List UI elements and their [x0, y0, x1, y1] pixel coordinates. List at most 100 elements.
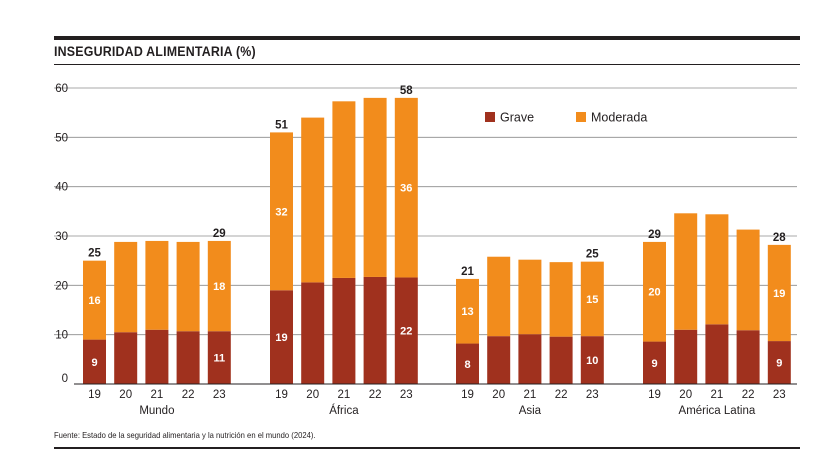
data-label-total: 29	[213, 228, 226, 240]
bar-grave	[207, 331, 231, 384]
data-label-total: 25	[586, 249, 599, 261]
source-note: Fuente: Estado de la seguridad alimentar…	[54, 430, 316, 440]
bar-moderada	[114, 241, 138, 333]
x-tick-label: 19	[648, 389, 661, 401]
data-label-grave: 9	[776, 358, 782, 370]
data-label-total: 25	[88, 248, 101, 260]
y-tick-label: 60	[55, 83, 68, 95]
x-tick-label: 20	[492, 389, 505, 401]
x-tick-label: 23	[213, 389, 226, 401]
bar-moderada	[207, 240, 231, 332]
x-tick-label: 19	[88, 389, 101, 401]
data-label-grave: 11	[213, 353, 225, 365]
y-tick-label: 10	[55, 330, 68, 342]
bar-moderada	[83, 260, 106, 340]
title-rule	[54, 64, 800, 65]
data-label-total: 28	[773, 232, 786, 244]
x-tick-label: 20	[306, 389, 319, 401]
data-label-grave: 8	[464, 359, 470, 371]
x-tick-label: 20	[119, 389, 132, 401]
bar-grave	[83, 339, 106, 384]
top-rule	[54, 36, 800, 40]
bar-moderada	[549, 262, 573, 337]
x-tick-label: 19	[461, 389, 474, 401]
x-tick-label: 20	[679, 389, 692, 401]
bar-grave	[736, 330, 760, 384]
x-tick-label: 21	[711, 389, 724, 401]
bar-moderada	[301, 117, 325, 283]
data-label-moderada: 32	[275, 206, 287, 218]
bar-grave	[549, 336, 573, 384]
bar-moderada	[270, 132, 293, 291]
x-tick-label: 22	[369, 389, 382, 401]
x-tick-label: 23	[400, 389, 413, 401]
y-tick-label: 0	[62, 373, 68, 385]
chart-title: INSEGURIDAD ALIMENTARIA (%)	[54, 44, 256, 59]
bar-grave	[518, 334, 542, 384]
x-tick-label: 23	[586, 389, 599, 401]
x-tick-label: 19	[275, 389, 288, 401]
bar-moderada	[518, 259, 542, 335]
data-label-grave: 9	[91, 357, 97, 369]
data-label-total: 51	[275, 119, 288, 131]
group-label: Asia	[519, 405, 542, 417]
bar-moderada	[363, 97, 387, 277]
bar-grave	[363, 276, 387, 384]
data-label-moderada: 16	[88, 295, 100, 307]
x-tick-label: 21	[338, 389, 351, 401]
data-label-total: 29	[648, 229, 661, 241]
data-label-total: 58	[400, 85, 413, 97]
bar-moderada	[332, 101, 356, 278]
bar-moderada	[705, 214, 729, 325]
bar-moderada	[580, 261, 604, 337]
bar-grave	[767, 341, 791, 384]
x-tick-label: 21	[524, 389, 537, 401]
bar-grave	[270, 290, 293, 384]
y-tick-label: 50	[55, 132, 68, 144]
y-tick-label: 40	[55, 182, 68, 194]
data-label-moderada: 15	[586, 294, 598, 306]
bar-grave	[145, 329, 169, 384]
bar-grave	[705, 324, 729, 384]
bar-grave	[394, 277, 418, 384]
group-label: Mundo	[139, 405, 174, 417]
bar-moderada	[487, 256, 511, 337]
legend-label: Grave	[500, 111, 534, 125]
x-tick-label: 22	[742, 389, 755, 401]
bar-grave	[332, 277, 356, 384]
bar-grave	[487, 336, 511, 384]
data-label-moderada: 13	[461, 306, 473, 318]
bar-moderada	[394, 97, 418, 278]
data-label-moderada: 18	[213, 281, 225, 293]
legend-swatch	[485, 112, 495, 122]
bar-grave	[114, 332, 138, 384]
bar-grave	[643, 341, 666, 384]
group-label: África	[329, 404, 359, 417]
data-label-grave: 19	[275, 332, 287, 344]
group-label: América Latina	[679, 405, 756, 417]
data-label-grave: 9	[651, 358, 657, 370]
bar-moderada	[736, 229, 760, 331]
x-tick-label: 22	[555, 389, 568, 401]
x-tick-label: 21	[151, 389, 164, 401]
legend-label: Moderada	[591, 111, 647, 125]
bar-grave	[674, 329, 698, 384]
bar-grave	[580, 336, 604, 384]
data-label-moderada: 19	[773, 288, 785, 300]
bar-moderada	[643, 241, 666, 342]
bar-moderada	[176, 241, 200, 332]
bar-grave	[176, 331, 200, 384]
x-tick-label: 22	[182, 389, 195, 401]
bar-grave	[456, 343, 479, 384]
legend-swatch	[576, 112, 586, 122]
bottom-rule	[54, 447, 800, 449]
data-label-total: 21	[461, 266, 474, 278]
y-tick-label: 30	[55, 231, 68, 243]
bar-moderada	[767, 244, 791, 342]
data-label-grave: 22	[400, 326, 412, 338]
x-tick-label: 23	[773, 389, 786, 401]
bar-moderada	[456, 278, 479, 344]
bar-moderada	[145, 240, 169, 330]
bar-grave	[301, 282, 325, 384]
